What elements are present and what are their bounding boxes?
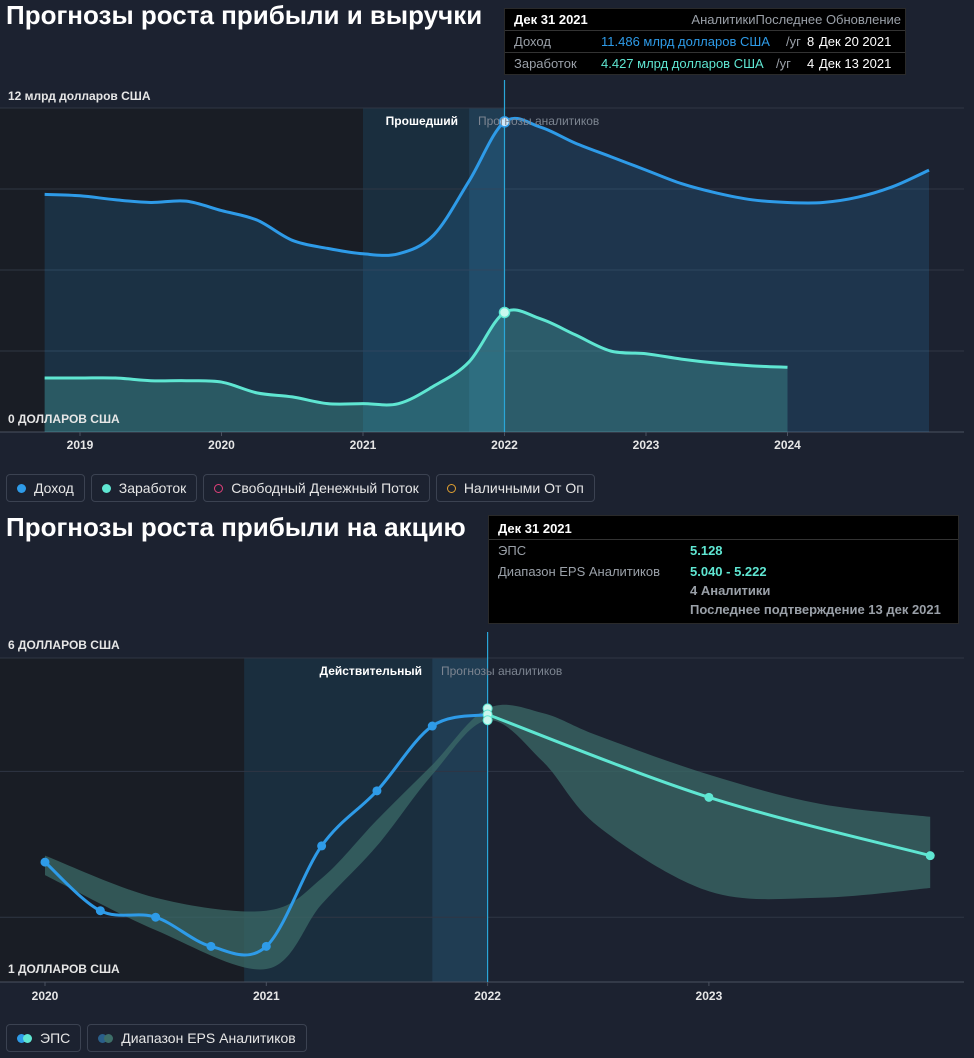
tooltip-revenue-unit: /уг [786,34,801,49]
tooltip-earnings-label: Заработок [514,56,577,71]
legend-cfo-dot [446,483,456,493]
forecast-label: Прогнозы аналитиков [441,664,562,678]
eps-point [206,941,216,951]
eps-legend: ЭПС Диапазон EPS Аналитиков [6,1024,307,1052]
eps-point [317,841,327,851]
x-tick-label: 2023 [633,438,660,452]
eps-point [151,912,161,922]
legend-revenue-dot [17,483,26,493]
x-tick-label: 2020 [32,989,59,1003]
legend-earnings[interactable]: Заработок [90,474,198,502]
eps-title: Прогнозы роста прибыли на акцию [6,512,466,542]
legend-free-cash-flow[interactable]: Свободный Денежный Поток [203,474,430,502]
eps-point [40,857,50,867]
legend-eps-range-dot [98,1033,114,1043]
eps-tooltip-analysts: 4 Аналитики [690,583,771,598]
legend-eps[interactable]: ЭПС [6,1024,82,1052]
legend-revenue-label: Доход [34,480,74,496]
eps-range-band [45,704,931,970]
legend-eps-dot [17,1033,32,1043]
x-tick-label: 2022 [474,989,501,1003]
x-tick-label: 2020 [208,438,235,452]
eps-tooltip: Дек 31 2021 ЭПС 5.128 Диапазон EPS Анали… [488,515,959,624]
actual-label: Действительный [320,664,422,678]
tooltip-earnings-unit: /уг [776,56,791,71]
legend-fcf-label: Свободный Денежный Поток [231,480,419,496]
eps-range-low-marker [482,715,493,726]
transition-band [432,658,488,982]
revenue-line [44,116,930,257]
legend-earnings-dot [101,483,111,493]
eps-tooltip-range-value: 5.040 - 5.222 [690,564,767,579]
tooltip-earnings-analysts: 4 [807,56,815,71]
y-axis-top-label: 6 ДОЛЛАРОВ США [8,638,120,652]
tooltip-header: АналитикиПоследнее Обновление [691,12,901,27]
tooltip-revenue-value: 11.486 млрд долларов США [601,34,770,49]
eps-point [427,721,437,731]
past-label: Прошедший [386,114,458,128]
eps-point [704,792,714,802]
x-tick-label: 2022 [491,438,518,452]
x-tick-label: 2019 [67,438,94,452]
forecast-label: Прогнозы аналитиков [478,114,599,128]
eps-chart: 2020 2021 2022 2023 6 ДОЛЛАРОВ США 1 ДОЛЛАР… [0,632,964,1003]
revenue-area [44,118,929,432]
eps-tooltip-confirmed: Последнее подтверждение 13 дек 2021 [690,602,941,617]
earnings-line [44,308,788,407]
eps-tooltip-range-label: Диапазон EPS Аналитиков [498,564,660,579]
x-tick-label: 2021 [350,438,377,452]
x-tick-label: 2024 [774,438,801,452]
tooltip-earnings-value: 4.427 млрд долларов США [601,56,764,71]
y-axis-bottom-label: 0 ДОЛЛАРОВ США [8,412,120,426]
eps-tooltip-eps-value: 5.128 [690,543,723,558]
legend-eps-range-label: Диапазон EPS Аналитиков [121,1030,296,1046]
legend-cfo-label: Наличными От Оп [463,480,584,496]
eps-tooltip-date: Дек 31 2021 [498,521,572,536]
eps-point [95,906,105,916]
legend-eps-label: ЭПС [40,1030,71,1046]
x-tick-label: 2023 [696,989,723,1003]
tooltip-earnings-updated: Дек 13 2021 [819,56,892,71]
legend-fcf-dot [214,483,224,493]
revenue-marker [498,116,511,128]
tooltip-revenue-analysts: 8 [807,34,815,49]
eps-point [925,851,935,861]
revenue-tooltip: Дек 31 2021 АналитикиПоследнее Обновлени… [504,8,906,75]
tooltip-date: Дек 31 2021 [514,12,588,27]
eps-tooltip-eps-label: ЭПС [498,543,527,558]
y-axis-top-label: 12 млрд долларов США [8,89,151,103]
legend-revenue[interactable]: Доход [6,474,85,502]
earnings-area [44,309,788,432]
legend-eps-range[interactable]: Диапазон EPS Аналитиков [87,1024,307,1052]
revenue-legend: Доход Заработок Свободный Денежный Поток… [6,474,595,502]
y-axis-bottom-label: 1 ДОЛЛАРОВ США [8,962,120,976]
tooltip-revenue-updated: Дек 20 2021 [819,34,892,49]
legend-cash-from-ops[interactable]: Наличными От Оп [435,474,595,502]
revenue-earnings-chart: 2019 2020 2021 2022 2023 2024 12 млрд долларо… [0,80,964,452]
eps-point [372,786,382,796]
revenue-earnings-title: Прогнозы роста прибыли и выручки [6,0,483,30]
earnings-marker [498,306,511,319]
x-tick-label: 2021 [253,989,280,1003]
eps-point [261,941,271,951]
tooltip-revenue-label: Доход [514,34,551,49]
legend-earnings-label: Заработок [118,480,187,496]
